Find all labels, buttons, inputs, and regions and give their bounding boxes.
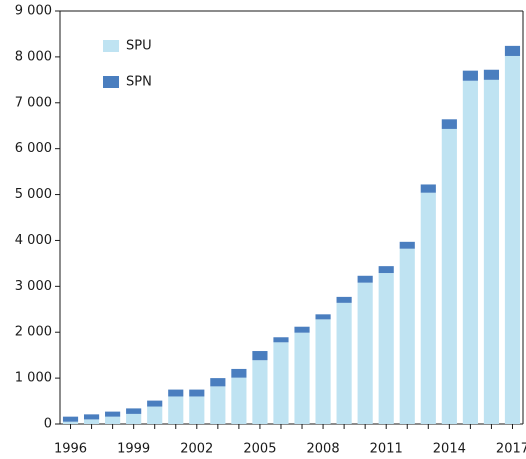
y-tick-label: 6 000 — [15, 141, 52, 156]
bar-segment — [483, 79, 500, 424]
y-tick-label: 5 000 — [15, 187, 52, 202]
y-tick-label: 7 000 — [15, 95, 52, 110]
y-tick-label: 8 000 — [15, 49, 52, 64]
legend-label: SPN — [126, 75, 152, 90]
bar-segment — [231, 368, 247, 378]
x-tick-label: 2011 — [370, 442, 403, 457]
bar-segment — [441, 128, 457, 424]
bar-segment — [420, 184, 436, 193]
legend-swatch — [103, 40, 119, 52]
bar-segment — [378, 273, 394, 424]
legend-swatch — [103, 76, 119, 88]
bar-segment — [62, 421, 79, 424]
legend-label: SPU — [126, 39, 152, 54]
bar-segment — [504, 45, 521, 56]
bar-segment — [189, 396, 205, 424]
bar-segment — [294, 326, 310, 333]
bar-segment — [462, 70, 478, 81]
bar-segment — [399, 241, 415, 249]
bar-segment — [147, 406, 163, 424]
bar-segment — [210, 378, 226, 387]
bar-segment — [252, 360, 268, 424]
bar-segment — [336, 296, 352, 303]
y-tick-label: 4 000 — [15, 233, 52, 248]
y-tick-label: 2 000 — [15, 325, 52, 340]
bar-segment — [189, 389, 205, 397]
bar-segment — [168, 389, 184, 397]
x-tick-label: 1996 — [54, 442, 87, 457]
bar-segment — [357, 275, 373, 283]
bar-segment — [441, 119, 457, 129]
x-tick-label: 2017 — [496, 442, 526, 457]
bar-segment — [273, 342, 289, 424]
bar-segment — [315, 314, 331, 320]
y-tick-label: 9 000 — [15, 4, 52, 19]
bar-segment — [504, 55, 521, 425]
y-tick-label: 1 000 — [15, 371, 52, 386]
x-tick-label: 2002 — [180, 442, 213, 457]
bar-segment — [462, 80, 478, 425]
y-tick-label: 3 000 — [15, 279, 52, 294]
bar-segment — [273, 337, 289, 343]
bar-segment — [126, 413, 142, 424]
bar-segment — [126, 408, 142, 414]
bar-segment — [483, 69, 500, 80]
y-tick-label: 0 — [44, 417, 52, 432]
bar-segment — [357, 282, 373, 424]
bar-segment — [83, 414, 100, 420]
bar-segment — [420, 192, 436, 424]
bar-segment — [62, 416, 79, 422]
bar-segment — [399, 248, 415, 424]
bar-segment — [147, 400, 163, 407]
bar-segment — [83, 419, 100, 424]
bar-segment — [210, 386, 226, 424]
bar-segment — [105, 411, 121, 417]
bar-segment — [294, 332, 310, 424]
bar-segment — [231, 377, 247, 424]
bar-segment — [336, 302, 352, 424]
bar-segment — [105, 416, 121, 424]
x-tick-label: 2014 — [433, 442, 466, 457]
bar-segment — [315, 319, 331, 424]
x-tick-label: 2008 — [307, 442, 340, 457]
bar-segment — [378, 266, 394, 274]
x-tick-label: 1999 — [117, 442, 150, 457]
bar-segment — [252, 351, 268, 361]
bar-segment — [168, 396, 184, 424]
x-tick-label: 2005 — [243, 442, 276, 457]
